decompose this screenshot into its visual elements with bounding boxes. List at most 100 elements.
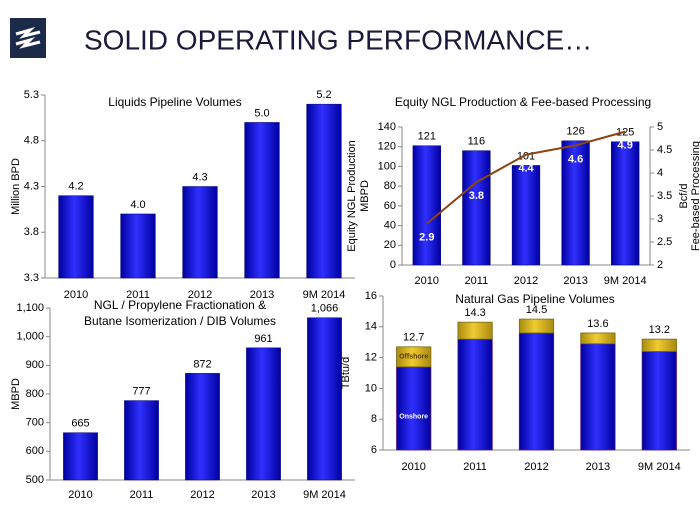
data-label: 4.2: [68, 181, 83, 193]
y-tick-label: 5.3: [24, 89, 39, 101]
x-tick-label: 2010: [68, 489, 92, 501]
y-tick-label: 1,000: [16, 331, 44, 343]
y-tick-label: 40: [384, 219, 396, 231]
line: [426, 130, 626, 225]
x-tick-label: 9M 2014: [303, 489, 346, 501]
y-tick-label: 120: [378, 141, 396, 153]
data-label: 101: [517, 150, 535, 162]
chart-title: NGL / Propylene Fractionation &: [94, 298, 266, 312]
bar: [185, 373, 220, 481]
total-label: 14.3: [464, 307, 485, 319]
y-tick-label: 800: [26, 388, 44, 400]
data-label: 5.0: [254, 107, 269, 119]
x-tick-label: 2011: [463, 461, 487, 473]
y-axis-label: Million BPD: [10, 158, 22, 215]
y-tick-label: 16: [365, 290, 377, 302]
y-axis-label: MBPD: [359, 180, 371, 212]
bar-segment: [580, 332, 616, 345]
y-axis-label: MBPD: [10, 378, 22, 410]
data-label: 665: [71, 418, 89, 430]
y-tick-label: 500: [26, 474, 44, 486]
data-label: 4.0: [130, 199, 145, 211]
total-label: 13.2: [649, 324, 670, 336]
y-tick-label: 60: [384, 200, 396, 212]
data-label: 125: [616, 127, 634, 139]
x-tick-label: 2010: [415, 275, 439, 287]
data-label: 116: [468, 136, 486, 148]
line-data-label: 4.9: [618, 140, 633, 152]
bar-segment: [396, 346, 432, 368]
bar-segment: [641, 351, 677, 451]
data-label: 777: [132, 385, 150, 397]
chart-title: Equity NGL Production & Fee-based Proces…: [395, 95, 651, 109]
y-tick-label: 1,100: [16, 302, 44, 314]
y-tick-label: 3.3: [24, 272, 39, 284]
y2-axis-label: Fee-based Processing: [690, 141, 700, 251]
y-tick-label: 100: [378, 160, 396, 172]
y-tick-label: 3.8: [24, 226, 39, 238]
x-tick-label: 2013: [251, 489, 275, 501]
y-tick-label: 600: [26, 445, 44, 457]
data-label: 5.2: [316, 89, 331, 101]
bar-segment: [518, 332, 555, 451]
bar-segment: [518, 318, 555, 334]
y-tick-label: 12: [365, 352, 377, 364]
line-data-label: 4.6: [568, 153, 583, 165]
segment-label: Offshore: [399, 354, 428, 361]
bar-segment: [396, 366, 432, 451]
data-label: 872: [193, 358, 211, 370]
y-axis-label: TBtu/d: [340, 357, 352, 389]
data-label: 1,066: [311, 303, 339, 315]
y-tick-label: 4.8: [24, 135, 39, 147]
total-label: 13.6: [587, 318, 608, 330]
data-label: 961: [254, 333, 272, 345]
x-tick-label: 2012: [514, 275, 538, 287]
segment-label: Onshore: [399, 413, 428, 420]
data-label: 126: [566, 126, 584, 138]
x-tick-label: 2010: [401, 461, 425, 473]
y-axis-label: Equity NGL Production: [346, 140, 358, 251]
chart-title: Natural Gas Pipeline Volumes: [455, 292, 614, 306]
bar: [412, 145, 441, 266]
data-label: 121: [418, 131, 436, 143]
bar: [611, 141, 640, 266]
x-tick-label: 2012: [524, 461, 548, 473]
total-label: 14.5: [526, 304, 547, 316]
y2-tick-label: 4: [657, 167, 663, 179]
logo: [10, 18, 46, 58]
bar-segment: [580, 343, 616, 451]
y-tick-label: 80: [384, 180, 396, 192]
bar: [462, 150, 491, 266]
y-tick-label: 20: [384, 239, 396, 251]
x-tick-label: 9M 2014: [604, 275, 647, 287]
y-tick-label: 140: [378, 121, 396, 133]
bar: [244, 122, 280, 279]
bar: [63, 432, 98, 481]
bar: [306, 103, 342, 279]
line-data-label: 3.8: [469, 190, 484, 202]
y-tick-label: 10: [365, 382, 377, 394]
y2-tick-label: 3.5: [657, 190, 672, 202]
x-tick-label: 2010: [64, 289, 88, 301]
y2-tick-label: 2.5: [657, 236, 672, 248]
bar: [511, 165, 541, 266]
bar: [246, 347, 281, 481]
x-tick-label: 2012: [188, 289, 212, 301]
x-tick-label: 2012: [190, 489, 214, 501]
y2-axis-label: Bcf/d: [678, 183, 690, 208]
x-tick-label: 2011: [465, 275, 489, 287]
y2-tick-label: 3: [657, 213, 663, 225]
bar: [58, 195, 94, 279]
bar: [120, 213, 156, 279]
total-label: 12.7: [403, 332, 424, 344]
line-data-label: 2.9: [419, 232, 434, 244]
chart-title: Liquids Pipeline Volumes: [108, 95, 241, 109]
bar: [182, 186, 218, 279]
bar: [307, 317, 342, 481]
bar-segment: [641, 338, 677, 352]
bar-segment: [457, 338, 493, 451]
x-tick-label: 2011: [130, 489, 154, 501]
x-tick-label: 2011: [126, 289, 150, 301]
y-tick-label: 6: [371, 444, 377, 456]
